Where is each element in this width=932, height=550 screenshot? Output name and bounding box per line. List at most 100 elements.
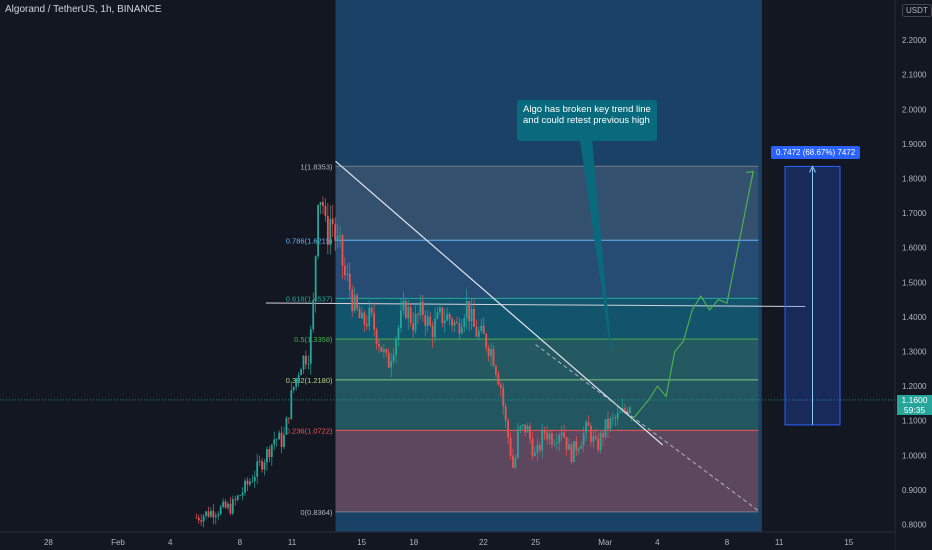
- projection-arrowhead: [746, 170, 754, 179]
- time-axis-background: [0, 532, 895, 550]
- candle-body: [563, 432, 566, 438]
- fib-level-label: 0.5(1.3358): [294, 335, 333, 344]
- candle-body: [419, 302, 422, 316]
- candle-body: [397, 327, 400, 340]
- x-tick-label: 8: [238, 538, 243, 547]
- projection-path[interactable]: [630, 171, 754, 422]
- candle-body: [529, 425, 531, 439]
- candle-body: [534, 452, 536, 457]
- range-measure-arrowhead: [809, 165, 816, 173]
- candle-body: [521, 424, 524, 427]
- candle-body: [356, 295, 358, 309]
- y-tick-label: 1.4000: [902, 313, 927, 322]
- candle-body: [536, 445, 539, 453]
- candle-body: [336, 236, 339, 241]
- fib-level-label: 0.618(1.4537): [286, 294, 333, 303]
- candle-body: [460, 326, 463, 334]
- candle-body: [287, 417, 290, 419]
- candle-body: [244, 480, 246, 493]
- x-tick-label: Feb: [111, 538, 125, 547]
- candle-body: [205, 511, 207, 516]
- candle-body: [195, 517, 198, 519]
- y-tick-label: 1.6000: [902, 244, 927, 253]
- y-tick-label: 1.8000: [902, 175, 927, 184]
- range-measure-label: 0.7472 (68.67%) 7472: [771, 146, 861, 159]
- candle-body: [507, 420, 510, 438]
- candle-body: [261, 461, 263, 470]
- trend-line[interactable]: [335, 160, 664, 446]
- candle-body: [322, 202, 324, 207]
- x-tick-label: 18: [409, 538, 418, 547]
- currency-badge[interactable]: USDT: [902, 4, 932, 17]
- candle-body: [234, 499, 237, 500]
- candle-body: [241, 492, 244, 496]
- candle-body: [380, 346, 383, 352]
- candle-body: [212, 510, 215, 518]
- candle-body: [351, 289, 354, 311]
- price-axis-background: [895, 0, 932, 550]
- candle-body: [421, 302, 424, 315]
- candle-body: [597, 438, 600, 451]
- candle-body: [365, 324, 368, 327]
- candle-body: [482, 325, 485, 335]
- candle-body: [361, 312, 363, 319]
- candle-body: [524, 424, 527, 433]
- candle-body: [231, 499, 234, 514]
- candle-body: [448, 314, 451, 320]
- candle-body: [353, 295, 356, 311]
- candle-body: [582, 433, 585, 446]
- candle-body: [470, 308, 473, 322]
- candle-body: [312, 300, 315, 330]
- candle-body: [348, 273, 351, 290]
- candle-body: [487, 347, 490, 357]
- x-tick-label: 28: [44, 538, 53, 547]
- candle-body: [292, 386, 295, 391]
- y-tick-label: 1.1000: [902, 417, 927, 426]
- candle-body: [358, 308, 361, 319]
- trend-line-extension: [535, 344, 759, 512]
- candle-body: [477, 331, 480, 337]
- candle-body: [248, 481, 251, 485]
- candle-body: [273, 439, 276, 445]
- candle-body: [429, 316, 432, 326]
- candle-body: [434, 318, 436, 337]
- candle-body: [409, 307, 412, 324]
- candle-body: [495, 366, 497, 375]
- candle-body: [343, 265, 346, 276]
- candle-body: [570, 444, 573, 463]
- candle-body: [585, 422, 587, 434]
- y-tick-label: 2.1000: [902, 71, 927, 80]
- candle-body: [541, 430, 544, 451]
- candle-body: [246, 480, 249, 485]
- candle-body: [227, 503, 229, 508]
- x-tick-label: 15: [357, 538, 366, 547]
- current-price-value: 1.1600: [901, 395, 928, 405]
- candle-body: [207, 511, 210, 517]
- x-tick-label: 15: [844, 538, 853, 547]
- horizontal-resistance-line[interactable]: [265, 302, 806, 308]
- candle-body: [210, 510, 212, 517]
- x-tick-label: 8: [725, 538, 730, 547]
- candle-body: [499, 384, 502, 388]
- candle-body: [575, 441, 578, 451]
- callout-pointer: [580, 140, 613, 366]
- candle-body: [382, 349, 385, 352]
- annotation-callout[interactable]: Algo has broken key trend line and could…: [517, 100, 657, 141]
- candle-body: [202, 515, 205, 522]
- candle-body: [463, 318, 466, 327]
- candle-body: [551, 433, 553, 445]
- candle-body: [572, 441, 575, 463]
- candle-body: [392, 354, 395, 362]
- candle-body: [417, 314, 419, 316]
- fib-level-label: 1(1.8353): [300, 162, 333, 171]
- candle-body: [616, 412, 619, 419]
- candle-body: [538, 445, 541, 451]
- candle-body: [446, 314, 449, 321]
- candle-body: [592, 436, 595, 442]
- candle-body: [214, 515, 217, 518]
- y-tick-label: 1.7000: [902, 209, 927, 218]
- candle-body: [611, 417, 614, 419]
- fib-zone: [335, 339, 759, 380]
- candle-body: [270, 444, 273, 458]
